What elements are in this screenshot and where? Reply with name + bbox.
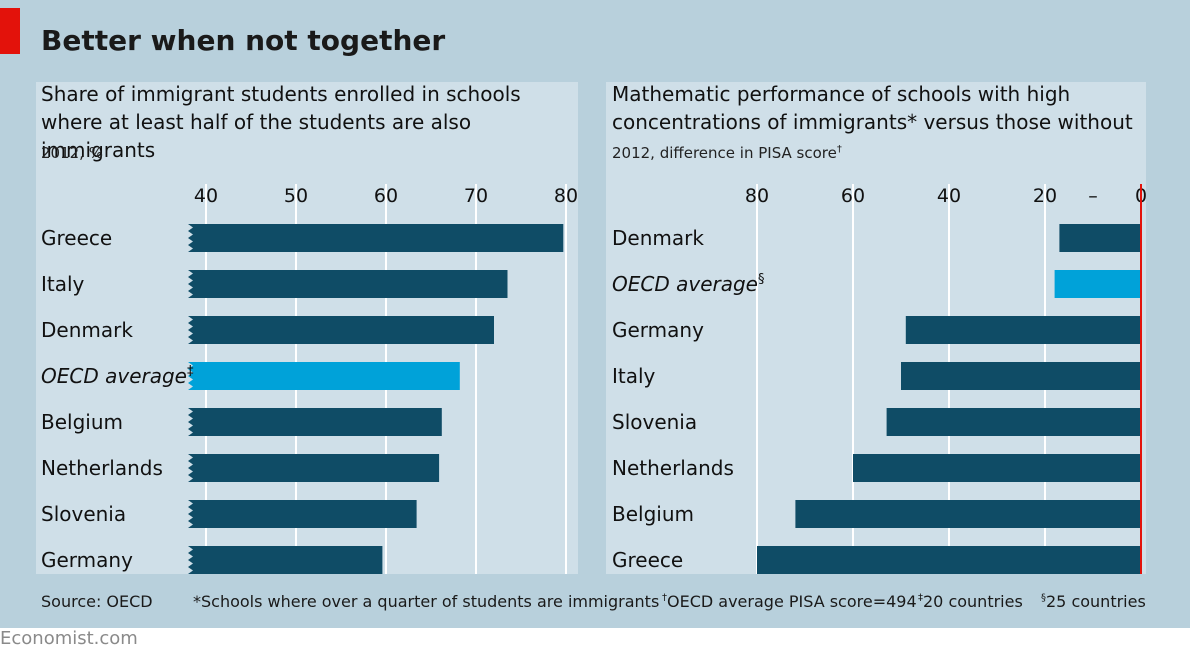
charts-svg: 40 50 60 70 80 Greece Italy Denmark OECD average… — [41, 184, 1147, 574]
right-bar — [901, 362, 1141, 390]
right-tick-label: 80 — [745, 185, 769, 207]
right-bar — [905, 316, 1141, 344]
footer: Source: OECD *Schools where over a quart… — [0, 592, 1190, 616]
left-category-label: Slovenia — [41, 502, 126, 526]
right-tick-label: 40 — [937, 185, 961, 207]
left-category-label: Greece — [41, 226, 112, 250]
right-tick-label: 60 — [841, 185, 865, 207]
left-tick-label: 40 — [194, 185, 218, 207]
right-category-label: Greece — [612, 548, 683, 572]
left-bar — [188, 316, 494, 344]
source-note: Source: OECD — [41, 592, 153, 611]
left-bar — [188, 500, 417, 528]
left-chart-title: Share of immigrant students enrolled in … — [41, 82, 521, 162]
right-bar — [886, 408, 1141, 436]
right-tick-label: 20 — [1033, 185, 1057, 207]
right-category-label: Belgium — [612, 502, 694, 526]
left-category-label: Germany — [41, 548, 133, 572]
left-category-label: OECD average‡ — [41, 364, 194, 388]
footnote-star: *Schools where over a quarter of student… — [193, 592, 660, 611]
right-category-label: Germany — [612, 318, 704, 342]
left-category-label: Denmark — [41, 318, 133, 342]
left-tick-label: 70 — [464, 185, 488, 207]
right-bar — [1054, 270, 1141, 298]
right-bar — [853, 454, 1141, 482]
left-tick-label: 60 — [374, 185, 398, 207]
right-category-label: Denmark — [612, 226, 704, 250]
brand-red-tag — [0, 8, 20, 54]
right-category-label: Italy — [612, 364, 656, 388]
left-tick-label: 50 — [284, 185, 308, 207]
right-tick-label: – — [1088, 185, 1098, 207]
left-bar — [188, 546, 383, 574]
right-bar — [795, 500, 1141, 528]
right-category-label: Netherlands — [612, 456, 734, 480]
left-bar — [188, 454, 440, 482]
left-bar — [188, 270, 508, 298]
right-category-label: OECD average§ — [612, 272, 764, 296]
left-category-label: Italy — [41, 272, 85, 296]
right-bar — [757, 546, 1141, 574]
chart-title: Better when not together — [41, 24, 446, 57]
left-chart-subtitle: 2012, % — [41, 144, 103, 162]
footnote-double-dagger: ‡20 countries — [918, 592, 1023, 611]
footnote-dagger: †OECD average PISA score=494 — [662, 592, 917, 611]
economist-brand: Economist.com — [0, 628, 138, 649]
left-category-label: Belgium — [41, 410, 123, 434]
left-bar — [188, 408, 442, 436]
footnote-section: §25 countries — [1041, 592, 1146, 611]
right-chart-title: Mathematic performance of schools with h… — [612, 82, 1133, 134]
left-bar — [188, 224, 564, 252]
left-category-label: Netherlands — [41, 456, 163, 480]
right-bar — [1059, 224, 1141, 252]
right-category-label: Slovenia — [612, 410, 697, 434]
chart-frame: Better when not together Share of immigr… — [0, 0, 1190, 628]
left-bar — [188, 362, 460, 390]
left-tick-label: 80 — [554, 185, 578, 207]
right-chart-subtitle: 2012, difference in PISA score† — [612, 144, 842, 162]
